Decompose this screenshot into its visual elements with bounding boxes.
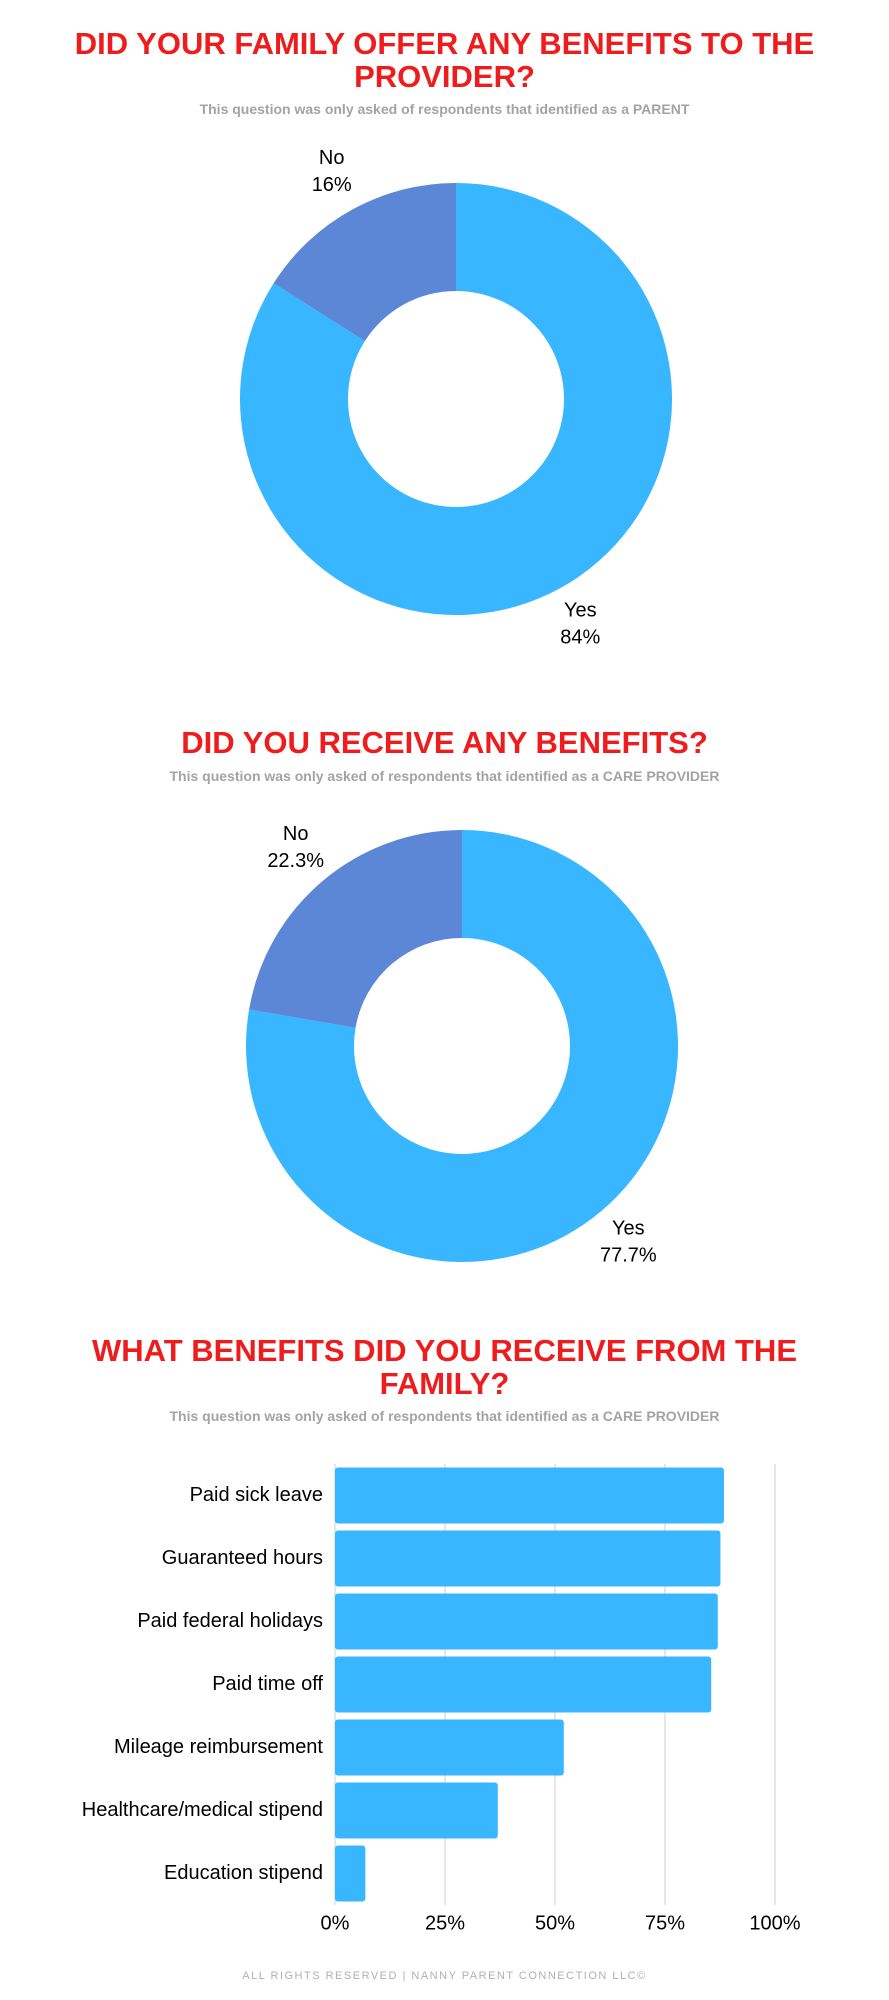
chart-subtitle: This question was only asked of responde… <box>169 768 720 784</box>
bar <box>335 1719 564 1776</box>
y-tick-label: Education stipend <box>164 1862 323 1884</box>
pie-slice <box>245 830 678 1263</box>
bar <box>335 1656 712 1713</box>
y-tick-label: Guaranteed hours <box>162 1547 323 1569</box>
footer: ALL RIGHTS RESERVED | NANNY PARENT CONNE… <box>242 1970 647 1982</box>
slice-label: No <box>283 823 309 845</box>
chart-title: DID YOU RECEIVE ANY BENEFITS? <box>181 725 708 760</box>
pie-slice <box>240 183 672 615</box>
slice-value-label: 16% <box>312 174 352 196</box>
y-tick-label: Mileage reimbursement <box>114 1736 323 1758</box>
slice-value-label: 84% <box>560 626 600 648</box>
x-tick-label: 25% <box>425 1912 465 1934</box>
bar <box>335 1782 498 1839</box>
slice-value-label: 22.3% <box>267 850 324 872</box>
slice-value-label: 77.7% <box>600 1245 657 1267</box>
slice-label: Yes <box>612 1218 645 1240</box>
slice-label: Yes <box>564 599 597 621</box>
x-tick-label: 0% <box>321 1912 350 1934</box>
bar <box>335 1530 721 1587</box>
chart-title: DID YOUR FAMILY OFFER ANY BENEFITS TO TH… <box>74 26 815 94</box>
y-tick-label: Healthcare/medical stipend <box>82 1799 323 1821</box>
chart-subtitle: This question was only asked of responde… <box>199 101 690 117</box>
x-tick-label: 50% <box>535 1912 575 1934</box>
bar <box>335 1467 724 1524</box>
x-tick-label: 100% <box>749 1912 800 1934</box>
y-tick-label: Paid time off <box>212 1673 323 1695</box>
chart-title: WHAT BENEFITS DID YOU RECEIVE FROM THE F… <box>92 1333 797 1401</box>
pie-slice <box>249 830 462 1028</box>
y-tick-label: Paid sick leave <box>190 1484 323 1506</box>
slice-label: No <box>319 147 345 169</box>
y-tick-label: Paid federal holidays <box>137 1610 323 1632</box>
pie-slice <box>273 183 456 342</box>
bar <box>335 1593 718 1650</box>
chart-subtitle: This question was only asked of responde… <box>169 1408 720 1424</box>
bar <box>335 1845 366 1902</box>
x-tick-label: 75% <box>645 1912 685 1934</box>
